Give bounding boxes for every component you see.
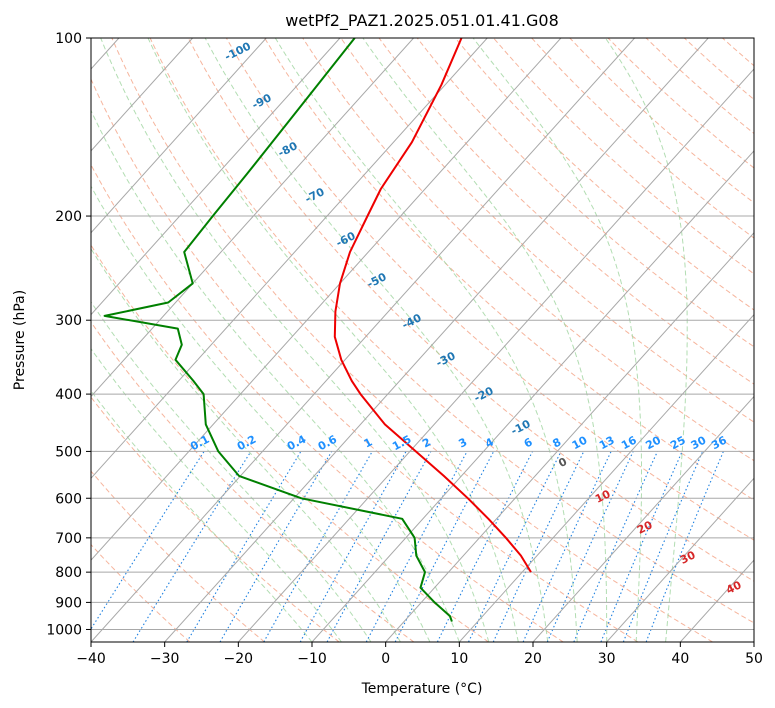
plot-area: -100-90-80-70-60-50-40-30-20-10010203040… (91, 38, 754, 642)
dry-adiabat-line (91, 78, 639, 642)
y-tick-label: 300 (55, 313, 82, 329)
moist-adiabat-line (147, 38, 519, 642)
mixing-ratio-line (91, 451, 205, 631)
moist-adiabat-line (100, 38, 490, 642)
dry-adiabat-line (111, 38, 713, 642)
mixing-ratio-label: 25 (668, 434, 688, 453)
dry-adiabat-line (264, 38, 754, 501)
x-tick-label: 40 (671, 651, 689, 667)
moist-adiabat-line (204, 38, 549, 642)
x-tick-label: −40 (76, 651, 106, 667)
dry-adiabat-line (91, 163, 564, 642)
mixing-ratio-label: 16 (619, 433, 639, 452)
mixing-ratio-line (622, 451, 704, 642)
isotherm-line (91, 38, 562, 561)
dry-adiabat-line (340, 38, 754, 423)
moist-adiabat-line (274, 38, 578, 642)
x-tick-label: 20 (524, 651, 542, 667)
x-tick-label: 10 (450, 651, 468, 667)
dry-adiabat-line (91, 470, 265, 642)
y-tick-label: 900 (55, 595, 82, 611)
isotherm-line (91, 38, 414, 398)
x-axis-label: Temperature (°C) (361, 681, 483, 697)
isotherm-line (164, 38, 709, 642)
y-tick-label: 200 (55, 209, 82, 225)
isotherm-line (311, 150, 754, 642)
dry-adiabat-line (149, 38, 754, 624)
dewpoint-profile-line (103, 38, 453, 622)
mixing-ratio-label: 30 (689, 433, 709, 452)
x-tick-label: −20 (224, 651, 254, 667)
dry-adiabat-line (91, 244, 489, 642)
isotherm-line (385, 231, 754, 642)
isotherm-line (91, 38, 341, 316)
moist-adiabat-line (91, 109, 460, 642)
mixing-ratio-line (436, 451, 533, 642)
moist-adiabat-line (91, 390, 313, 642)
x-tick-label: 50 (745, 651, 763, 667)
isotherm-line (532, 395, 754, 642)
isotherm-line (91, 38, 488, 480)
mixing-ratio-line (299, 451, 407, 642)
moist-adiabat-line (91, 247, 401, 642)
y-tick-label: 700 (55, 531, 82, 547)
mixing-ratio-label: 20 (643, 433, 663, 452)
y-tick-label: 1000 (46, 622, 82, 638)
isotherm-line (91, 38, 267, 234)
dry-adiabat-label: 20 (635, 518, 655, 537)
dry-adiabat-label: 10 (593, 487, 613, 506)
temperature-profile-line (333, 38, 532, 573)
mixing-ratio-line (546, 451, 634, 642)
mixing-ratio-label: 36 (709, 433, 729, 452)
dry-adiabat-label: 30 (678, 548, 698, 567)
isotherm-line (237, 68, 754, 642)
isotherms (91, 38, 754, 642)
isotherm-line (91, 38, 193, 152)
y-axis-label: Pressure (hPa) (12, 290, 28, 390)
y-tick-label: 500 (55, 444, 82, 460)
chart-title: wetPf2_PAZ1.2025.051.01.41.G08 (285, 11, 559, 31)
profile-series (103, 38, 532, 622)
moist-adiabat-line (91, 185, 431, 642)
mixing-ratio-label: 13 (597, 434, 617, 453)
moist-adiabat-line (91, 301, 372, 642)
x-tick-label: −10 (297, 651, 327, 667)
isotherm-line (458, 313, 754, 642)
y-tick-label: 400 (55, 387, 82, 403)
x-tick-label: 0 (381, 651, 390, 667)
y-tick-label: 800 (55, 565, 82, 581)
x-axis-ticks: −40 −30 −20 −10 0 10 20 30 40 50 (76, 642, 763, 667)
mixing-ratio-line (263, 451, 373, 642)
mixing-ratio-line (326, 451, 432, 642)
plot-frame (90, 37, 755, 643)
dry-adiabat-line (454, 38, 754, 311)
mixing-ratio-lines (91, 451, 724, 642)
y-tick-label: 100 (55, 31, 82, 47)
mixing-ratio-label: 10 (570, 433, 590, 452)
dry-adiabat-line (187, 38, 754, 582)
mixing-ratio-line (573, 451, 658, 642)
isotherm-line (606, 477, 754, 642)
moist-adiabat-line (362, 38, 608, 642)
mixing-ratio-line (645, 451, 724, 642)
mixing-ratio-line (600, 451, 683, 642)
dry-adiabat-label: 40 (724, 578, 744, 597)
x-tick-label: 30 (598, 651, 616, 667)
isotherm-line (91, 38, 635, 642)
y-axis-ticks: 100 200 300 400 500 600 700 800 900 1000 (46, 31, 91, 638)
y-tick-label: 600 (55, 491, 82, 507)
moist-adiabat-line (604, 38, 688, 642)
isobars (91, 38, 754, 630)
x-tick-label: −30 (150, 651, 180, 667)
